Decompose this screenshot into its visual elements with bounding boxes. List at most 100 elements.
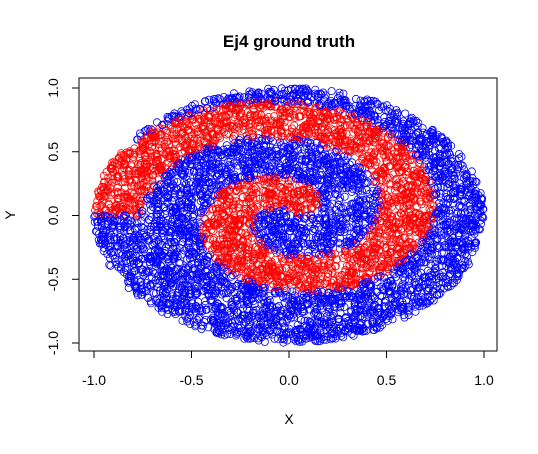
data-point	[243, 192, 252, 201]
data-point	[357, 291, 366, 300]
data-point	[379, 151, 388, 160]
data-point	[339, 89, 348, 98]
data-point	[336, 105, 345, 114]
data-point	[314, 90, 323, 99]
data-point	[407, 291, 416, 300]
data-point	[350, 299, 359, 308]
data-point	[201, 97, 210, 106]
data-point	[323, 184, 332, 193]
data-point	[346, 148, 355, 157]
data-point	[251, 293, 260, 302]
data-point	[354, 162, 363, 171]
data-point	[345, 233, 354, 242]
data-point	[280, 298, 289, 307]
data-point	[129, 152, 138, 161]
data-point	[363, 151, 372, 160]
data-point	[277, 231, 286, 240]
data-point	[160, 290, 169, 299]
data-point	[154, 163, 163, 172]
data-point	[457, 224, 466, 233]
data-point	[311, 180, 320, 189]
data-point	[238, 304, 247, 313]
data-point	[331, 295, 340, 304]
data-point	[351, 309, 360, 318]
data-point	[272, 150, 281, 159]
data-point	[183, 314, 192, 323]
data-point	[401, 109, 410, 118]
data-point	[399, 133, 408, 142]
data-point	[372, 177, 381, 186]
data-point	[393, 211, 402, 220]
data-point	[222, 167, 231, 176]
data-point	[176, 229, 185, 238]
data-point	[332, 281, 341, 290]
data-point	[118, 166, 127, 175]
data-point	[282, 211, 291, 220]
data-point	[355, 228, 364, 237]
data-point	[195, 235, 204, 244]
data-point	[129, 189, 138, 198]
data-point	[282, 294, 291, 303]
data-point	[214, 204, 223, 213]
data-point	[381, 296, 390, 305]
data-point	[182, 303, 191, 312]
data-point	[110, 248, 119, 257]
data-point	[327, 278, 336, 287]
data-point	[234, 324, 243, 333]
data-point	[439, 220, 448, 229]
data-point	[234, 279, 243, 288]
data-point	[249, 190, 258, 199]
data-point	[346, 240, 355, 249]
data-point	[231, 111, 240, 120]
data-point	[320, 279, 329, 288]
data-point	[477, 200, 486, 209]
data-point	[398, 284, 407, 293]
data-point	[406, 286, 415, 295]
data-point	[308, 242, 317, 251]
data-point	[312, 200, 321, 209]
data-point	[404, 310, 413, 319]
data-point	[448, 265, 457, 274]
data-point	[455, 149, 464, 158]
data-point	[327, 214, 336, 223]
data-point	[319, 203, 328, 212]
data-point	[175, 197, 184, 206]
data-point	[187, 297, 196, 306]
data-point	[349, 312, 358, 321]
data-point	[363, 178, 372, 187]
data-point	[348, 158, 357, 167]
data-point	[189, 211, 198, 220]
data-point	[460, 224, 469, 233]
data-point	[121, 263, 130, 272]
data-point	[320, 118, 329, 127]
data-point	[418, 124, 427, 133]
data-point	[136, 150, 145, 159]
data-point	[220, 239, 229, 248]
data-point	[191, 228, 200, 237]
data-point	[370, 148, 379, 157]
data-point	[172, 222, 181, 231]
data-point	[458, 244, 467, 253]
data-point	[163, 265, 172, 274]
data-point	[316, 89, 325, 98]
data-point	[206, 149, 215, 158]
data-point	[143, 267, 152, 276]
data-point	[293, 307, 302, 316]
data-point	[376, 166, 385, 175]
data-point	[251, 110, 260, 119]
data-point	[117, 178, 126, 187]
data-point	[467, 167, 476, 176]
data-point	[104, 173, 113, 182]
data-point	[150, 151, 159, 160]
data-point	[324, 298, 333, 307]
data-point	[360, 198, 369, 207]
data-point	[407, 113, 416, 122]
data-point	[457, 152, 466, 161]
data-point	[203, 241, 212, 250]
data-point	[385, 130, 394, 139]
data-point	[240, 173, 249, 182]
data-point	[265, 87, 274, 96]
data-point	[459, 235, 468, 244]
data-point	[284, 217, 293, 226]
data-point	[207, 278, 216, 287]
